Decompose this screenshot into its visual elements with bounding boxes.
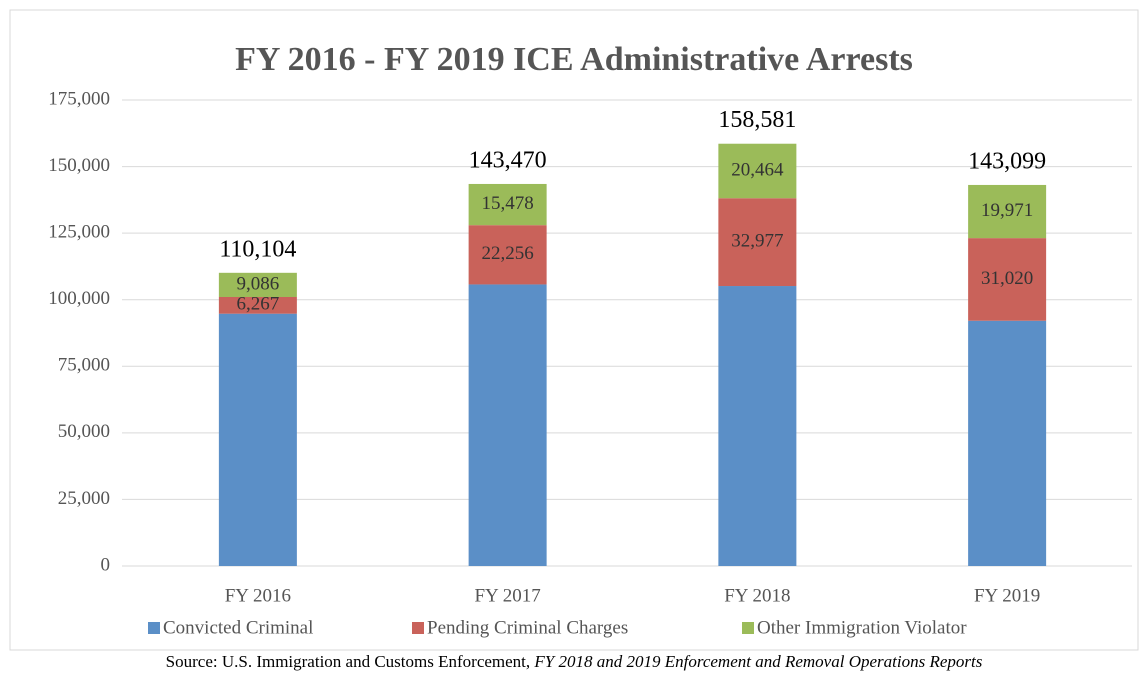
legend-label: Pending Criminal Charges — [427, 617, 628, 638]
segment-label: 19,971 — [981, 200, 1033, 221]
chart-title: FY 2016 - FY 2019 ICE Administrative Arr… — [235, 41, 913, 78]
y-tick-label: 125,000 — [48, 222, 110, 243]
y-tick-label: 25,000 — [58, 488, 110, 509]
source-title: FY 2018 and 2019 Enforcement and Removal… — [533, 652, 982, 671]
source-text: Source: U.S. Immigration and Customs Enf… — [166, 652, 535, 671]
x-tick-label: FY 2019 — [974, 585, 1040, 606]
legend-label: Other Immigration Violator — [757, 617, 967, 638]
bar-segment — [218, 313, 297, 566]
y-tick-label: 75,000 — [58, 355, 110, 376]
y-tick-label: 50,000 — [58, 421, 110, 442]
bar-segment — [718, 198, 797, 287]
total-label: 143,470 — [469, 147, 547, 173]
bar-segment — [968, 184, 1047, 239]
chart-frame — [9, 9, 1139, 651]
x-tick-label: FY 2016 — [225, 585, 291, 606]
y-tick-label: 150,000 — [48, 155, 110, 176]
bar-segment — [468, 225, 547, 285]
segment-label: 22,256 — [482, 243, 534, 264]
y-tick-label: 100,000 — [48, 288, 110, 309]
segment-label: 31,020 — [981, 268, 1033, 289]
segment-label: 9,086 — [237, 273, 280, 294]
segment-label: 15,478 — [482, 193, 534, 214]
bar-segment — [468, 284, 547, 566]
total-label: 158,581 — [718, 107, 796, 133]
bar-segment — [468, 183, 547, 226]
segment-label: 32,977 — [731, 230, 783, 251]
bar-segment — [718, 143, 797, 199]
total-label: 110,104 — [219, 236, 296, 262]
source-note: Source: U.S. Immigration and Customs Enf… — [166, 652, 983, 671]
y-tick-label: 0 — [101, 554, 111, 575]
segment-label: 6,267 — [237, 294, 280, 315]
bar-segment — [218, 297, 297, 314]
total-label: 143,099 — [968, 148, 1046, 174]
bar-segment — [218, 272, 297, 298]
x-tick-label: FY 2018 — [724, 585, 790, 606]
legend-label: Convicted Criminal — [163, 617, 313, 638]
legend-swatch — [742, 622, 754, 634]
x-tick-label: FY 2017 — [474, 585, 540, 606]
bar-segment — [968, 320, 1047, 566]
y-tick-label: 175,000 — [48, 88, 110, 109]
segment-label: 20,464 — [731, 159, 784, 180]
legend-swatch — [412, 622, 424, 634]
legend-swatch — [148, 622, 160, 634]
bar-segment — [718, 286, 797, 566]
bar-segment — [968, 238, 1047, 321]
